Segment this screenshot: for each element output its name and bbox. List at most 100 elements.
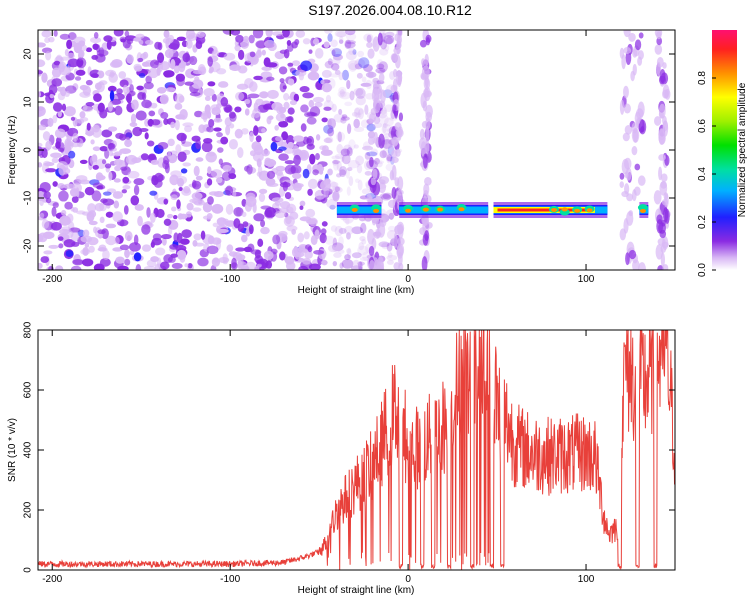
heatmap-cell: [129, 84, 134, 93]
colorbar-tick-label: 0.2: [697, 215, 708, 229]
heatmap-cell: [366, 34, 372, 43]
heatmap-cell: [316, 163, 323, 171]
heatmap-cell: [52, 202, 59, 208]
heatmap-cell: [308, 49, 313, 54]
heatmap-cell: [79, 111, 86, 119]
heatmap-cell: [237, 49, 245, 61]
heatmap-cell: [112, 247, 123, 252]
heatmap-cell: [332, 260, 338, 267]
heatmap-cell: [82, 85, 91, 96]
heatmap-cell: [191, 192, 203, 200]
heatmap-cell: [125, 95, 131, 102]
heatmap-cell: [178, 186, 183, 192]
heatmap-cell: [253, 75, 263, 81]
heatmap-cell: [356, 163, 363, 174]
heatmap-cell: [312, 38, 320, 45]
heatmap-cell: [170, 59, 176, 70]
heatmap-cell: [192, 69, 205, 75]
heatmap-cell: [39, 212, 45, 219]
heatmap-cell: [187, 262, 193, 269]
heatmap-cell: [315, 134, 321, 141]
heatmap-cell: [274, 124, 279, 131]
heatmap-cell: [223, 52, 236, 61]
heatmap-cell: [64, 90, 70, 98]
heatmap-cell: [106, 40, 112, 50]
heatmap-cell: [170, 194, 178, 201]
heatmap-cell: [120, 166, 128, 171]
heatmap-cell: [52, 114, 58, 124]
heatmap-cell: [352, 49, 357, 55]
heatmap-cell: [295, 252, 305, 258]
heatmap-cell: [97, 70, 105, 79]
heatmap-cell: [347, 160, 360, 169]
heatmap-cell: [623, 30, 631, 38]
heatmap-cell: [422, 207, 429, 212]
heatmap-cell: [422, 153, 428, 169]
heatmap-cell: [379, 150, 387, 159]
heatmap-cell: [323, 124, 334, 134]
heatmap-cell: [82, 104, 88, 111]
heatmap-cell: [52, 181, 58, 187]
heatmap-cell: [128, 90, 136, 97]
heatmap-cell: [265, 260, 273, 269]
heatmap-cell: [637, 204, 648, 212]
heatmap-cell: [364, 151, 371, 160]
heatmap-cell: [381, 123, 392, 135]
heatmap-cell: [305, 208, 316, 218]
heatmap-cell: [91, 190, 102, 202]
heatmap-cell: [90, 139, 95, 145]
heatmap-cell: [386, 242, 393, 252]
heatmap-cell: [331, 242, 344, 252]
heatmap-cell: [38, 142, 43, 148]
heatmap-cell: [211, 49, 220, 57]
heatmap-cell: [237, 147, 244, 159]
heatmap-cell: [167, 151, 172, 160]
heatmap-cell: [226, 244, 234, 253]
heatmap-cell: [334, 69, 341, 75]
heatmap-cell: [72, 132, 79, 142]
heatmap-cell: [330, 181, 339, 188]
heatmap-cell: [327, 127, 335, 137]
heatmap-ylabel: Frequency (Hz): [7, 116, 18, 185]
heatmap-cell: [344, 39, 352, 50]
heatmap-cell: [372, 122, 383, 128]
heatmap-cell: [625, 252, 630, 266]
heatmap-cell: [157, 52, 165, 63]
heatmap-cell: [656, 36, 663, 46]
heatmap-cell: [113, 30, 124, 37]
heatmap-cell: [307, 217, 318, 227]
heatmap-cell: [640, 126, 645, 133]
heatmap-cell: [621, 54, 626, 70]
heatmap-cell: [358, 57, 370, 69]
heatmap-cell: [357, 261, 365, 266]
heatmap-cell: [278, 66, 288, 75]
heatmap-cell: [257, 165, 263, 176]
heatmap-cell: [332, 237, 338, 248]
heatmap-cell: [366, 42, 373, 49]
heatmap-cell: [367, 70, 374, 80]
heatmap-cell: [264, 157, 272, 166]
heatmap-cell: [398, 112, 404, 122]
heatmap-cell: [225, 124, 231, 136]
colorbar-tick-label: 0.8: [697, 71, 708, 85]
heatmap-cell: [658, 154, 666, 161]
heatmap-cell: [367, 136, 375, 145]
heatmap-cell: [346, 79, 351, 90]
heatmap-cell: [293, 154, 301, 166]
heatmap-cell: [300, 60, 313, 72]
heatmap-cell: [631, 146, 638, 156]
heatmap-cell: [423, 77, 431, 90]
heatmap-cell: [93, 226, 98, 234]
heatmap-cell: [331, 155, 341, 160]
heatmap-cell: [146, 207, 151, 218]
heatmap-cell: [50, 152, 62, 159]
heatmap-cell: [331, 48, 342, 58]
heatmap-cell: [232, 190, 237, 197]
heatmap-cell: [368, 260, 376, 270]
heatmap-cell: [61, 103, 67, 112]
heatmap-cell: [574, 208, 581, 213]
heatmap-cell: [370, 177, 377, 186]
figure-title: S197.2026.004.08.10.R12: [308, 2, 472, 18]
heatmap-cell: [105, 211, 114, 218]
heatmap-cell: [284, 164, 296, 175]
